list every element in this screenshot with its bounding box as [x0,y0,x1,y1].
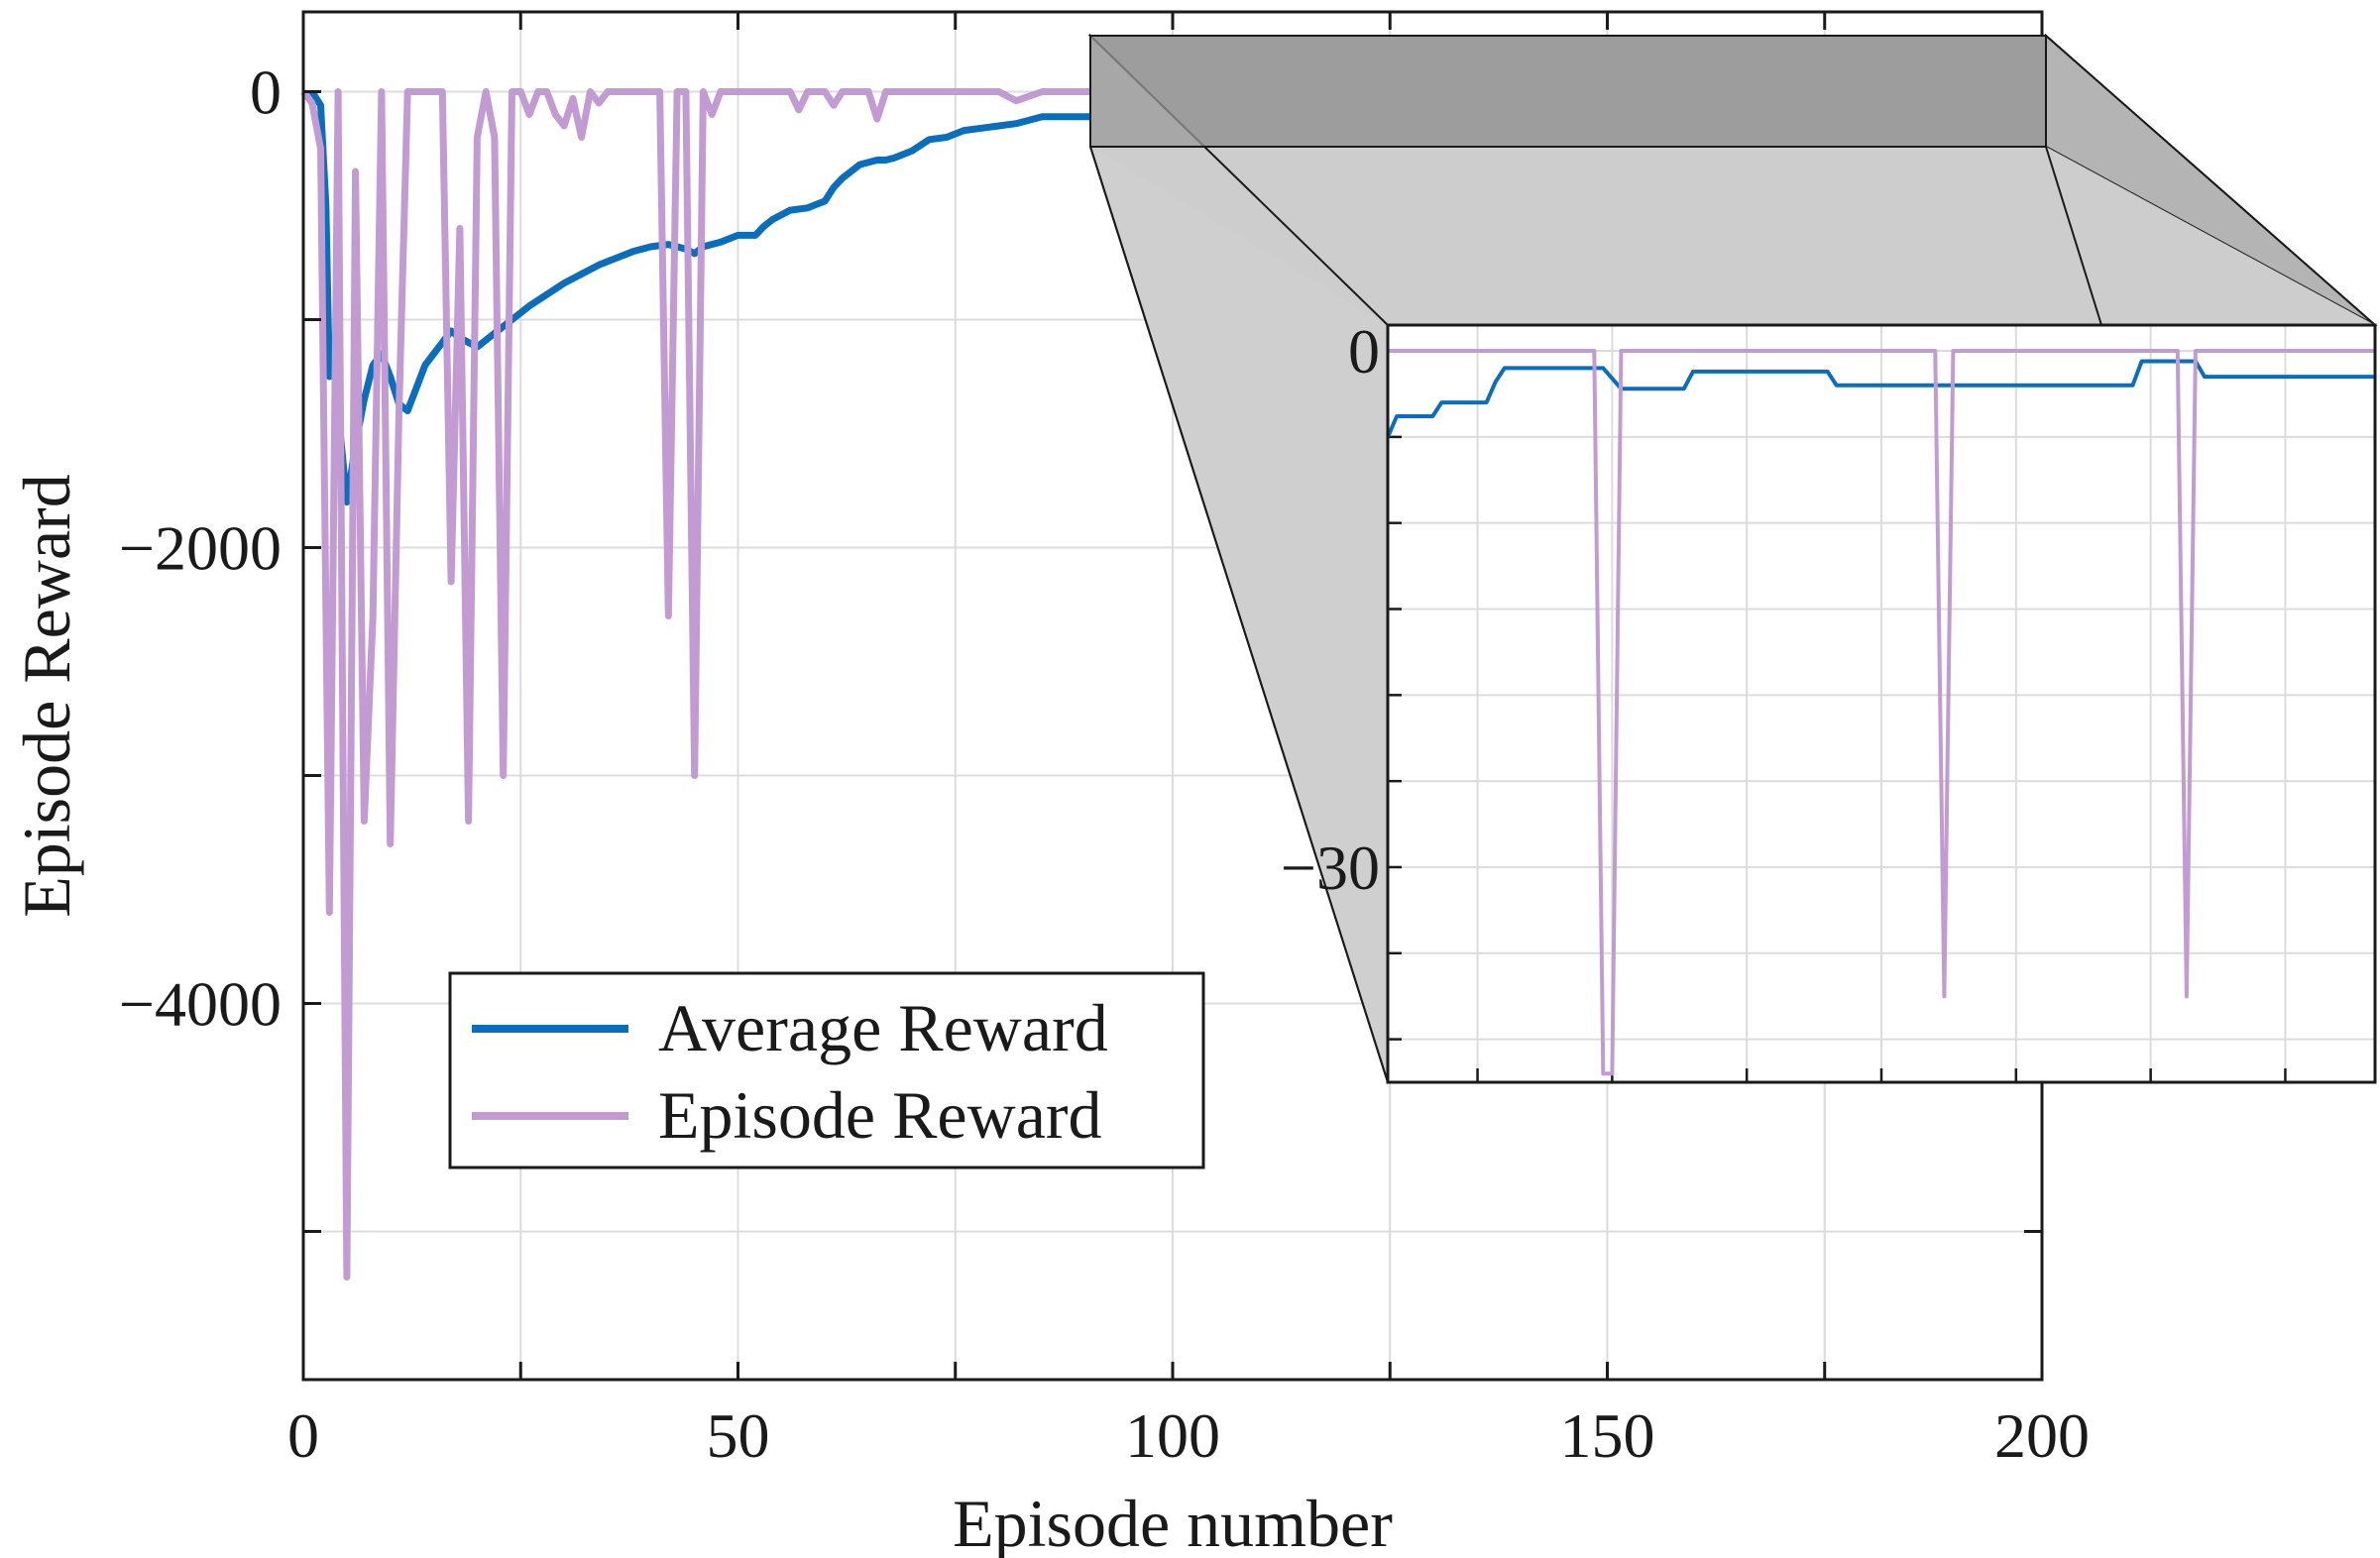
x-tick-label: 50 [707,1400,770,1471]
inset-series-line-average-reward [1386,359,2375,438]
inset-y-tick-label: 0 [1348,316,1380,387]
zoom-selection-box [1089,35,2047,148]
zoom-edge-right [2045,146,2102,326]
x-tick-label: 200 [1994,1400,2090,1471]
legend: Average Reward Episode Reward [448,971,1205,1169]
inset-y-tick-label: −30 [1281,833,1380,903]
inset-series-line-episode-reward [1388,349,2375,1076]
legend-box [448,971,1205,1169]
x-tick-label: 0 [287,1400,319,1471]
legend-label: Average Reward [658,990,1108,1065]
legend-label: Episode Reward [658,1077,1102,1153]
inset-frame [1386,323,2377,1084]
y-axis-label: Episode Reward [9,474,84,918]
series-line-episode-reward [300,88,2042,1280]
x-axis-label: Episode number [953,1486,1393,1558]
x-tick-label: 150 [1560,1400,1655,1471]
y-tick-label: 0 [250,57,282,128]
zoom-projection [1087,33,2378,1083]
inset-grid [1388,325,2375,1082]
zoom-connector-floor [1090,147,2375,325]
inset-plot: 0 −30 [1281,316,2377,1084]
y-tick-label: −4000 [119,969,282,1040]
zoom-edge-left [1089,146,1389,1083]
x-tick-label: 100 [1125,1400,1220,1471]
y-tick-label: −2000 [119,513,282,584]
